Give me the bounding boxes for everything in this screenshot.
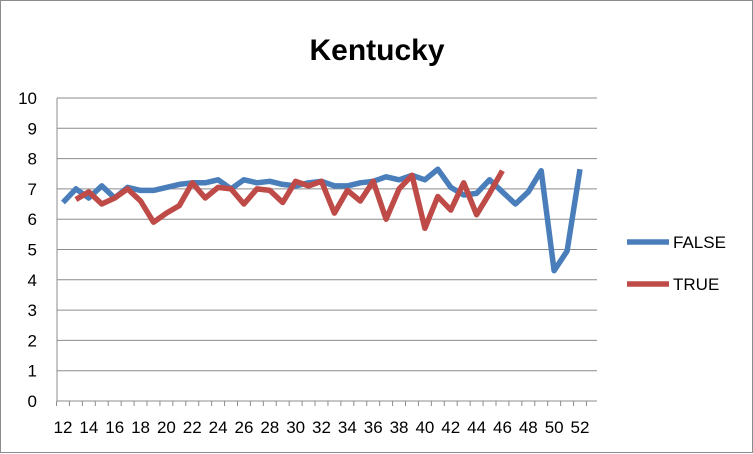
- y-tick-label: 10: [18, 89, 37, 108]
- legend-label-false: FALSE: [673, 233, 726, 252]
- x-tick-label: 50: [545, 418, 564, 437]
- y-tick-label: 8: [28, 150, 37, 169]
- y-tick-label: 0: [28, 392, 37, 411]
- x-tick-label: 52: [571, 418, 590, 437]
- x-tick-label: 24: [209, 418, 228, 437]
- y-axis-tick-labels: 0 1 2 3 4 5 6 7 8 9 10: [18, 89, 37, 411]
- y-tick-label: 9: [28, 119, 37, 138]
- x-tick-label: 16: [105, 418, 124, 437]
- x-tick-label: 34: [338, 418, 357, 437]
- x-tick-label: 44: [467, 418, 486, 437]
- x-tick-label: 36: [364, 418, 383, 437]
- y-tick-label: 3: [28, 301, 37, 320]
- x-tick-label: 30: [286, 418, 305, 437]
- x-tick-label: 22: [183, 418, 202, 437]
- x-tick-label: 20: [157, 418, 176, 437]
- y-tick-label: 2: [28, 331, 37, 350]
- y-tick-label: 4: [28, 271, 37, 290]
- y-tick-label: 1: [28, 362, 37, 381]
- x-tick-label: 40: [415, 418, 434, 437]
- gridlines: [57, 97, 597, 372]
- axes: [56, 98, 597, 406]
- y-tick-label: 5: [28, 241, 37, 260]
- x-tick-label: 42: [441, 418, 460, 437]
- x-tick-label: 14: [79, 418, 98, 437]
- x-tick-label: 46: [493, 418, 512, 437]
- series-line-true: [74, 169, 505, 232]
- x-tick-label: 48: [519, 418, 538, 437]
- x-tick-label: 32: [312, 418, 331, 437]
- x-axis-tick-labels: 12 14 16 18 20 22 24 26 28 30 32 34 36 38 40 42 44 46 48 50…: [54, 418, 590, 437]
- legend: FALSE TRUE: [627, 233, 726, 294]
- x-tick-label: 38: [390, 418, 409, 437]
- y-tick-label: 6: [28, 210, 37, 229]
- x-tick-label: 26: [234, 418, 253, 437]
- series-lines: [61, 166, 583, 274]
- x-tick-label: 18: [131, 418, 150, 437]
- x-tick-label: 12: [54, 418, 73, 437]
- legend-label-true: TRUE: [673, 275, 719, 294]
- chart-title: Kentucky: [309, 34, 444, 67]
- y-tick-label: 7: [28, 180, 37, 199]
- x-tick-label: 28: [260, 418, 279, 437]
